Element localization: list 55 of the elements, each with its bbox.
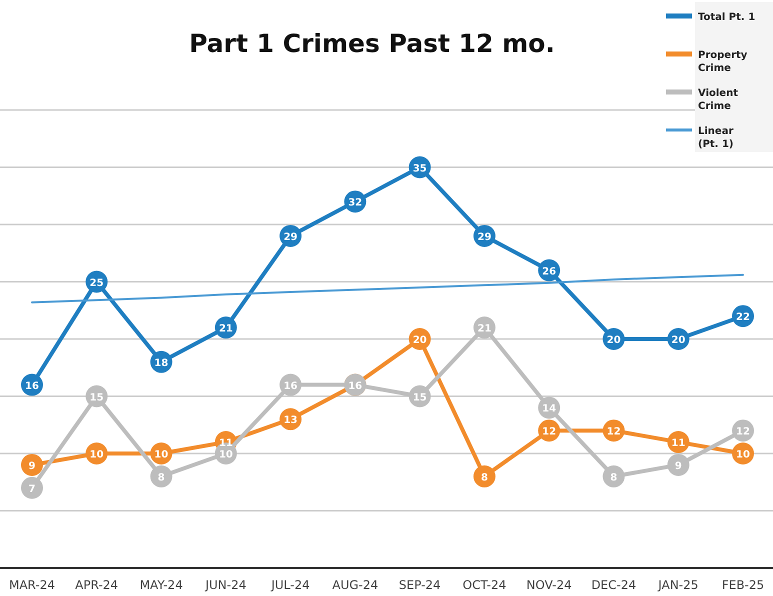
data-label: 21 [218,324,233,335]
x-tick-label: FEB-25 [722,578,764,592]
data-label: 26 [542,266,556,278]
x-tick-label: MAY-24 [140,578,183,592]
data-label: 13 [284,415,298,426]
data-label: 8 [480,472,488,484]
data-label: 15 [90,392,104,404]
data-label: 18 [154,358,168,369]
point [150,465,172,488]
data-label: 16 [284,380,298,392]
x-tick-label: JUL-24 [270,578,310,592]
data-label: 16 [25,380,39,392]
x-tick-label: DEC-24 [591,578,636,592]
data-label: 20 [412,335,427,346]
x-tick-label: SEP-24 [398,578,441,592]
x-tick-label: APR-24 [75,578,118,592]
data-label: 20 [606,335,621,346]
data-label: 21 [477,324,492,335]
data-label: 9 [28,460,36,472]
point [21,454,43,476]
data-label: 12 [606,426,621,438]
data-label: 25 [90,278,104,289]
legend-label: Property Crime [698,50,748,74]
data-label: 14 [542,404,556,415]
data-label: 10 [90,450,104,460]
data-label: 9 [674,460,682,472]
data-label: 8 [158,472,165,484]
chart-title: Part 1 Crimes Past 12 mo. [189,29,555,58]
data-label: 35 [412,163,427,174]
data-label: 29 [477,232,492,243]
data-label: 22 [736,312,750,324]
data-label: 12 [542,426,556,438]
x-tick-label: NOV-24 [526,578,572,592]
data-label: 8 [610,472,618,484]
x-tick-label: JUN-24 [204,578,246,592]
data-label: 11 [671,438,686,450]
x-tick-label: OCT-24 [462,578,506,592]
data-label: 16 [348,380,362,392]
data-label: 32 [348,198,362,209]
x-tick-label: AUG-24 [332,578,378,592]
data-label: 20 [671,335,686,346]
x-tick-label: JAN-25 [657,578,698,592]
point [21,476,43,499]
legend-label: Violent Crime [698,88,738,112]
legend-label: Linear (Pt. 1) [698,126,734,150]
data-label: 15 [412,392,427,404]
x-tick-label: MAR-24 [8,578,56,592]
data-label: 7 [28,484,36,495]
legend-label: Total Pt. 1 [698,12,756,23]
data-label: 12 [736,426,750,438]
data-label: 10 [218,450,233,460]
data-label: 10 [154,450,168,460]
data-label: 10 [736,450,750,460]
data-label: 29 [284,232,298,243]
point [602,465,625,488]
